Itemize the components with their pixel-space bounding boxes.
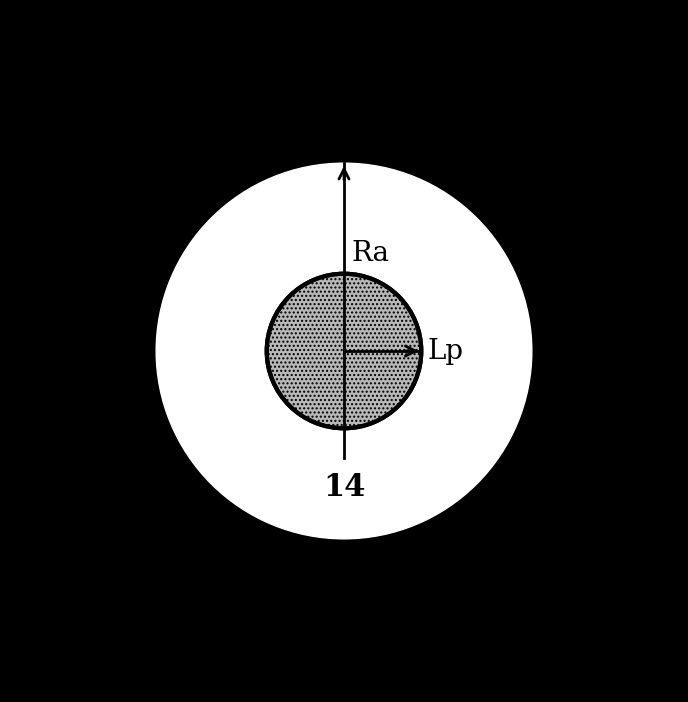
Circle shape (1, 8, 687, 694)
Text: 14: 14 (323, 472, 365, 503)
Text: Ra: Ra (352, 240, 389, 267)
Circle shape (267, 274, 421, 428)
Circle shape (156, 163, 532, 539)
Text: Lp: Lp (428, 338, 464, 364)
